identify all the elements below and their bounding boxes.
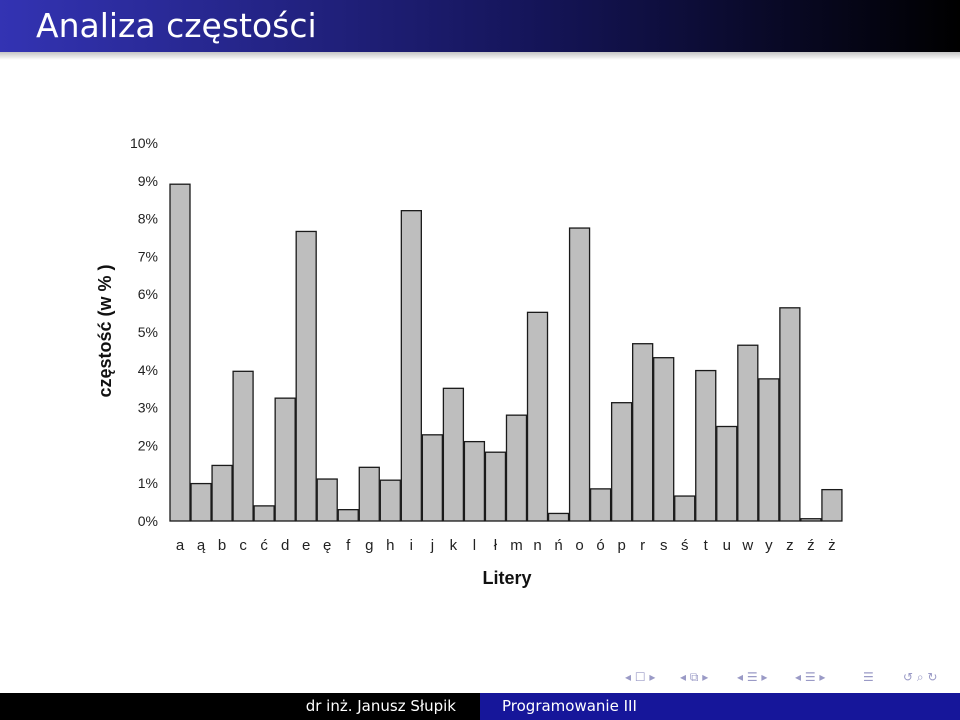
bar-ó [589,488,612,522]
x-tick-label: i [410,537,413,554]
footer: dr inż. Janusz Słupik Programowanie III [0,693,960,720]
footer-course-box: Programowanie III [480,693,960,720]
nav-subsection-arrows[interactable]: ◂ ☰ ▸ [737,670,768,684]
bar-ł [484,451,507,522]
x-tick-label: ź [807,537,815,554]
x-tick-label: u [723,537,731,554]
x-tick-label: ń [554,537,562,554]
x-tick-label: c [239,537,247,554]
bar-p [610,402,633,522]
x-tick-label: t [704,537,709,554]
bar-i [400,210,422,522]
y-tick-label: 3% [138,400,158,416]
x-tick-label: n [533,537,541,554]
bar-m [505,414,528,522]
x-tick-label: b [218,537,226,554]
x-tick-label: r [640,537,645,554]
x-tick-label: ó [596,537,604,554]
nav-search-icons[interactable]: ↺ ⌕ ↻ [903,670,938,684]
y-tick-label: 0% [138,513,158,529]
bar-o [568,227,591,522]
y-tick-label: 6% [138,286,158,302]
beamer-navigation[interactable]: ◂ ☐ ▸ ◂ ⧉ ▸ ◂ ☰ ▸ ◂ ☰ ▸ ☰ ↺ ⌕ ↻ [625,668,955,690]
x-tick-label: d [281,537,289,554]
x-tick-label: z [786,537,794,554]
bar-d [274,397,296,522]
y-tick-labels: 0% 1% 2% 3% 4% 5% 6% 7% 8% 9% 10% [130,135,158,529]
bar-g [358,466,380,522]
x-tick-label: k [450,537,458,554]
bar-r [632,343,654,522]
bar-ą [190,482,212,522]
x-tick-label: g [365,537,373,554]
bar-ć [253,505,275,522]
x-tick-label: l [473,537,476,554]
bar-ń [547,512,570,522]
bar-e [295,230,317,522]
bar-b [211,464,233,522]
title-bar-shadow [0,52,960,60]
y-tick-label: 8% [138,211,158,227]
y-tick-label: 2% [138,437,158,453]
y-tick-label: 1% [138,475,158,491]
title-bar [0,0,960,52]
x-tick-label: ż [828,537,836,554]
bar-ś [674,495,696,522]
bar-y [758,378,780,522]
x-tick-label: s [660,537,668,554]
bar-k [442,387,465,522]
x-tick-label: w [741,537,753,554]
footer-author-box: dr inż. Janusz Słupik [0,693,480,720]
bar-w [737,344,759,522]
x-tick-label: h [386,537,394,554]
x-axis-title: Litery [482,568,531,588]
y-tick-label: 4% [138,362,158,378]
bars-group [169,183,843,522]
footer-course: Programowanie III [502,697,637,715]
x-tick-label: ś [681,537,689,554]
bar-h [379,479,401,522]
nav-frame-arrows[interactable]: ◂ ⧉ ▸ [680,670,709,684]
nav-appendix-icon[interactable]: ☰ [863,670,874,684]
bar-ę [316,478,338,522]
nav-slide-arrows[interactable]: ◂ ☐ ▸ [625,670,656,684]
bar-j [421,434,444,522]
x-tick-label: e [302,537,310,554]
slide-title: Analiza częstości [36,6,317,45]
x-tick-label: p [617,537,625,554]
y-tick-label: 9% [138,173,158,189]
x-tick-label: ć [260,537,268,554]
bar-n [526,311,549,522]
bar-ż [821,488,843,522]
x-tick-label: y [765,537,773,554]
bar-u [716,425,738,522]
x-tick-label: ą [197,537,206,554]
nav-section-arrows[interactable]: ◂ ☰ ▸ [795,670,826,684]
y-axis-title: częstość (w % ) [95,264,115,397]
y-tick-label: 10% [130,135,158,151]
bar-ź [800,518,822,522]
y-tick-label: 7% [138,248,158,264]
x-tick-label: a [176,537,185,554]
y-tick-label: 5% [138,324,158,340]
bar-a [169,183,191,522]
bar-t [695,369,717,522]
footer-author: dr inż. Janusz Słupik [305,697,456,715]
bar-s [653,357,675,522]
bar-z [779,307,801,522]
x-tick-label: ł [494,537,498,554]
bar-f [337,509,359,522]
bar-c [232,370,254,522]
x-tick-label: o [575,537,583,554]
x-tick-label: f [346,537,351,554]
x-tick-label: ę [323,537,331,554]
x-tick-label: m [510,537,523,554]
bar-l [463,440,486,522]
x-tick-label: j [430,537,434,554]
